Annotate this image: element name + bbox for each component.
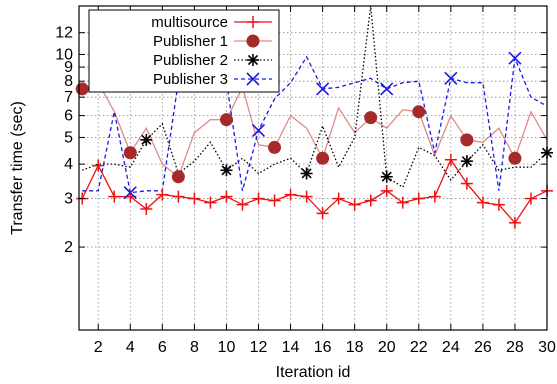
x-tick-label: 12 xyxy=(250,339,268,356)
x-tick-label: 22 xyxy=(410,339,428,356)
data-point-marker xyxy=(364,194,377,207)
data-point-marker xyxy=(219,113,233,127)
legend-marker xyxy=(246,34,260,48)
x-tick-label: 24 xyxy=(442,339,460,356)
axis-ticks xyxy=(79,6,548,330)
data-point-marker xyxy=(332,192,345,205)
legend-box xyxy=(88,9,280,93)
data-point-marker xyxy=(380,184,393,197)
data-point-marker xyxy=(492,198,505,211)
legend-entries: multisource Publisher 1 Publisher 2 Publish… xyxy=(151,14,272,88)
data-point-marker xyxy=(428,190,441,203)
data-point-marker xyxy=(476,196,489,209)
data-point-marker xyxy=(171,170,185,184)
data-point-marker xyxy=(300,190,313,203)
y-tick-label: 5 xyxy=(64,129,73,146)
x-tick-label: 10 xyxy=(218,339,236,356)
y-tick-label: 4 xyxy=(64,156,73,173)
legend-entry: multisource xyxy=(151,14,272,31)
data-point-marker xyxy=(300,167,313,180)
y-tick-label: 10 xyxy=(55,47,73,64)
data-point-marker xyxy=(412,105,426,119)
y-tick-label: 7 xyxy=(64,89,73,106)
legend-marker xyxy=(247,16,259,28)
data-point-marker xyxy=(108,190,121,203)
data-point-marker xyxy=(508,51,522,65)
data-point-marker xyxy=(396,196,409,209)
series-markers xyxy=(75,51,553,229)
x-axis-label: Iteration id xyxy=(276,364,351,381)
legend-marker xyxy=(247,54,259,66)
data-point-marker xyxy=(172,190,185,203)
legend-label: multisource xyxy=(151,14,228,31)
data-point-marker xyxy=(524,192,537,205)
data-point-marker xyxy=(236,198,249,211)
x-tick-labels: 2 4 6 8 10 12 14 16 18 20 22 24 26 28 30 xyxy=(94,339,556,356)
data-point-marker xyxy=(220,190,233,203)
data-point-marker xyxy=(380,82,394,96)
data-point-marker xyxy=(364,111,378,125)
data-point-marker xyxy=(251,123,266,138)
data-point-marker xyxy=(316,82,330,96)
data-point-marker xyxy=(123,146,137,160)
plot-frame xyxy=(78,5,548,331)
y-tick-label: 12 xyxy=(55,25,73,42)
x-tick-label: 28 xyxy=(506,339,524,356)
data-point-marker xyxy=(316,207,329,220)
data-point-marker xyxy=(268,140,282,154)
legend-label: Publisher 2 xyxy=(153,52,228,69)
x-tick-label: 20 xyxy=(378,339,396,356)
legend: multisource Publisher 1 Publisher 2 Publish… xyxy=(88,9,280,93)
x-tick-label: 18 xyxy=(346,339,364,356)
legend-label: Publisher 1 xyxy=(153,33,228,50)
data-point-marker xyxy=(508,151,522,165)
data-point-marker xyxy=(412,192,425,205)
x-tick-label: 2 xyxy=(94,339,103,356)
data-point-marker xyxy=(75,82,89,96)
data-point-marker xyxy=(284,188,297,201)
legend-label: Publisher 3 xyxy=(153,71,228,88)
data-point-marker xyxy=(92,159,105,172)
data-point-marker xyxy=(316,151,330,165)
x-tick-label: 14 xyxy=(282,339,300,356)
x-tick-label: 6 xyxy=(158,339,167,356)
y-tick-label: 9 xyxy=(64,59,73,76)
y-tick-label: 6 xyxy=(64,108,73,125)
data-point-marker xyxy=(444,71,458,85)
data-point-marker xyxy=(123,186,137,200)
data-point-marker xyxy=(220,164,233,177)
data-point-marker xyxy=(460,155,473,168)
data-point-marker xyxy=(268,194,281,207)
y-axis-label: Transfer time (sec) xyxy=(9,101,26,235)
x-tick-label: 16 xyxy=(314,339,332,356)
y-tick-label: 8 xyxy=(64,73,73,90)
data-point-marker xyxy=(252,192,265,205)
data-point-marker xyxy=(204,196,217,209)
x-tick-label: 30 xyxy=(538,339,556,356)
data-point-marker xyxy=(140,202,153,215)
x-tick-label: 8 xyxy=(190,339,199,356)
data-point-marker xyxy=(348,198,361,211)
data-point-marker xyxy=(156,188,169,201)
legend-entry: Publisher 1 xyxy=(153,33,272,50)
y-tick-label: 2 xyxy=(64,239,73,256)
data-point-marker xyxy=(188,192,201,205)
x-tick-label: 4 xyxy=(126,339,135,356)
legend-entry: Publisher 2 xyxy=(153,52,272,69)
x-tick-label: 26 xyxy=(474,339,492,356)
data-point-marker xyxy=(444,153,457,166)
data-point-marker xyxy=(460,177,473,190)
data-point-marker xyxy=(140,133,153,146)
series-line-0 xyxy=(81,158,548,224)
legend-entry: Publisher 3 xyxy=(153,71,272,88)
data-point-marker xyxy=(508,216,521,229)
y-tick-label: 3 xyxy=(64,191,73,208)
data-point-marker xyxy=(460,133,474,147)
data-point-marker xyxy=(380,170,393,183)
legend-marker xyxy=(246,72,260,86)
